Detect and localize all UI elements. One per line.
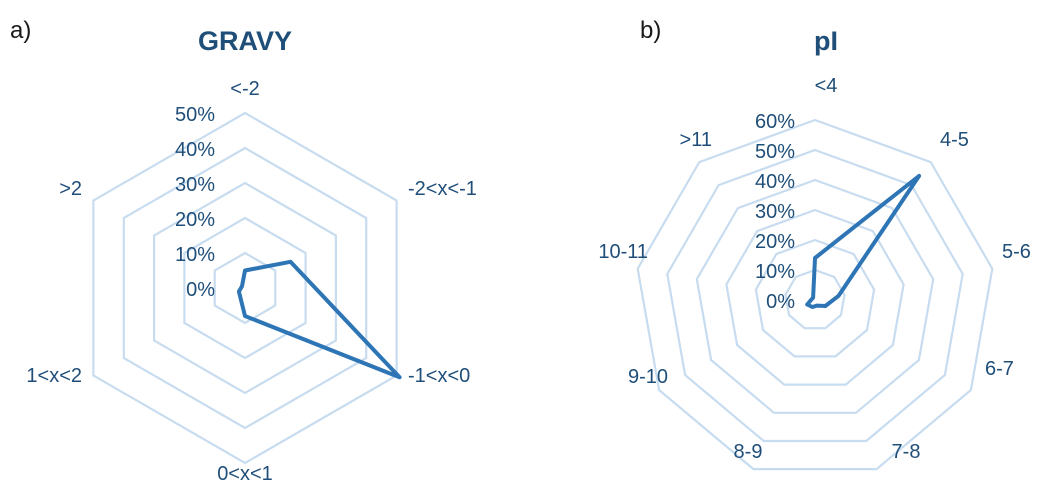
data-point	[823, 304, 828, 308]
data-point	[917, 174, 921, 178]
tick-label: 30%	[755, 201, 795, 223]
tick-label: 10%	[755, 261, 795, 283]
grid-ring	[666, 148, 964, 443]
data-point	[398, 375, 402, 379]
category-label: 9-10	[628, 366, 668, 388]
tick-label: 10%	[175, 244, 215, 266]
tick-label: 40%	[175, 139, 215, 161]
radar-chart-gravy: a) GRAVY 0% 10% 20% 30% 40% 50% <-2 -2<x<-1 -1<x<0…	[10, 17, 477, 485]
category-label: 8-9	[734, 441, 763, 463]
data-point	[243, 314, 247, 318]
radar-chart-pi: b) pI 0% 10% 20% 30% 40% 50% 60% <4 4-5 5-6 6-7 7-8 8-…	[598, 17, 1031, 471]
category-label: -2<x<-1	[408, 178, 477, 200]
category-label: -1<x<0	[408, 365, 470, 387]
category-label: <4	[815, 75, 838, 97]
tick-label: 30%	[175, 174, 215, 196]
category-label: <-2	[230, 78, 259, 100]
tick-label: 0%	[766, 291, 795, 313]
grid-ring	[122, 146, 368, 430]
data-point	[288, 260, 293, 264]
tick-label: 40%	[755, 171, 795, 193]
data-point	[237, 289, 241, 294]
category-label: 10-11	[598, 241, 648, 263]
data-point	[810, 305, 815, 309]
tick-label: 20%	[755, 231, 795, 253]
category-label: 5-6	[1002, 241, 1031, 263]
tick-label: 20%	[175, 209, 215, 231]
category-label: 1<x<2	[26, 365, 82, 387]
panel-tag: a)	[10, 17, 31, 44]
data-point	[811, 296, 815, 300]
category-label: 4-5	[940, 129, 969, 151]
category-label: 6-7	[985, 358, 1014, 380]
category-label: 0<x<1	[217, 463, 273, 485]
grid-ring	[754, 238, 876, 358]
data-point	[815, 304, 819, 308]
grid-ring	[213, 251, 277, 325]
tick-label: 50%	[755, 141, 795, 163]
category-label: >11	[680, 129, 712, 151]
tick-label: 0%	[186, 279, 215, 301]
panel-tag: b)	[640, 17, 661, 44]
data-point	[240, 284, 244, 288]
chart-title: pI	[814, 26, 838, 56]
grid-ring	[636, 118, 994, 471]
data-point	[813, 256, 817, 260]
grid-ring	[183, 216, 307, 360]
grid-ring	[784, 268, 846, 330]
chart-title: GRAVY	[198, 26, 292, 56]
data-point	[805, 302, 809, 307]
grid-ring	[695, 178, 935, 414]
grid-ring	[153, 181, 337, 395]
data-point	[837, 294, 841, 298]
category-label: 7-8	[892, 441, 921, 463]
data-point	[243, 268, 247, 273]
series-line	[236, 259, 402, 380]
grid-ring	[725, 208, 905, 386]
tick-label: 60%	[755, 111, 795, 133]
grid-ring	[92, 111, 398, 465]
tick-label: 50%	[175, 104, 215, 126]
category-label: >2	[59, 178, 82, 200]
